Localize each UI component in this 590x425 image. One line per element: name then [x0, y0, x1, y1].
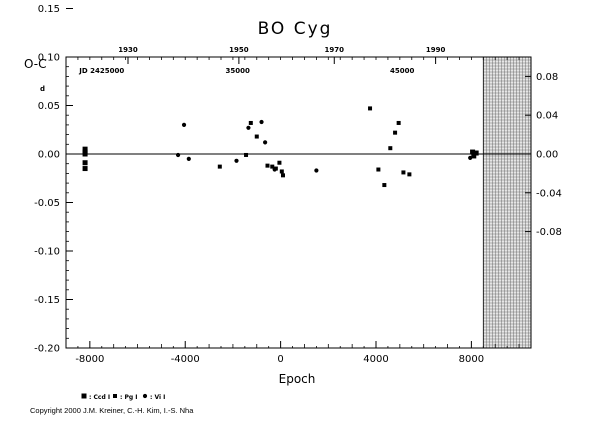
data-point: [382, 183, 387, 188]
legend-label: : Pg I: [120, 394, 138, 401]
data-point: [265, 163, 270, 168]
data-point: [263, 140, 268, 145]
top-jd-label: 45000: [390, 67, 414, 75]
data-point: [186, 156, 191, 161]
data-point: [244, 152, 249, 157]
data-point: [471, 153, 477, 159]
x-tick-label: -8000: [75, 354, 104, 365]
data-point: [248, 120, 253, 125]
data-points: [82, 106, 479, 188]
data-point: [181, 122, 187, 127]
data-point: [396, 120, 401, 125]
data-point: [246, 125, 251, 130]
data-point: [388, 146, 393, 151]
y-tick-label: -0.20: [34, 344, 60, 355]
y-tick-label: 0.05: [38, 101, 60, 112]
future-hatch-area: [482, 56, 531, 349]
data-point: [407, 172, 412, 177]
data-point: [470, 149, 476, 155]
data-point: [393, 130, 398, 135]
x-tick-label: 0: [277, 354, 283, 365]
copyright-notice: Copyright 2000 J.M. Kreiner, C.-H. Kim, …: [30, 406, 194, 415]
data-point: [314, 168, 319, 173]
y-tick-label: -0.05: [34, 198, 60, 209]
axis-ticks: [65, 8, 532, 349]
legend-symbol: [113, 394, 117, 398]
top-jd-label: JD 2425000: [78, 67, 124, 75]
right-tick-label: 0.08: [536, 72, 558, 83]
legend-symbol: [142, 393, 148, 399]
data-point: [254, 134, 259, 139]
right-tick-label: -0.04: [536, 188, 562, 199]
top-jd-label: 35000: [226, 67, 250, 75]
y-axis-unit: d: [40, 85, 45, 93]
data-point: [468, 155, 473, 160]
data-point: [473, 150, 479, 156]
plot-frame: [65, 56, 532, 349]
y-tick-label: 0.00: [38, 150, 60, 161]
data-point: [259, 119, 264, 125]
data-point: [279, 169, 284, 174]
data-point: [82, 166, 88, 172]
tick-labels: -8000 -4000 0 4000 8000 -0.20 -0.15 -0.10 -0.05 0…: [34, 4, 562, 365]
right-tick-label: 0.04: [536, 111, 558, 122]
data-point: [272, 167, 277, 172]
top-year-label: 1950: [229, 46, 249, 54]
top-year-label: 1990: [426, 46, 446, 54]
data-point: [175, 152, 181, 158]
y-axis-label: O-C: [24, 57, 47, 71]
legend-label: : Ccd I: [89, 394, 110, 401]
y-tick-label: 0.10: [38, 53, 60, 64]
data-point: [368, 106, 373, 111]
top-year-label: 1970: [325, 46, 345, 54]
data-point: [82, 146, 88, 152]
x-tick-label: -4000: [171, 354, 200, 365]
legend-label: : Vi I: [150, 394, 165, 401]
data-point: [217, 164, 222, 169]
data-point: [234, 158, 239, 163]
data-point: [82, 151, 88, 157]
chart-title: BO Cyg: [258, 19, 333, 39]
data-point: [82, 160, 88, 166]
x-axis-label: Epoch: [279, 372, 316, 386]
y-tick-label: 0.15: [38, 4, 60, 15]
top-year-label: 1930: [118, 46, 138, 54]
data-point: [277, 160, 282, 165]
y-tick-label: -0.10: [34, 247, 60, 258]
legend-symbol: [81, 393, 87, 399]
y-tick-label: -0.15: [34, 295, 60, 306]
data-point: [270, 164, 275, 169]
right-tick-label: -0.08: [536, 227, 562, 238]
data-point: [281, 173, 285, 178]
legend: : Ccd I : Pg I : Vi I: [81, 393, 165, 401]
data-point: [376, 167, 381, 172]
x-tick-label: 4000: [363, 354, 388, 365]
data-point: [401, 170, 406, 175]
x-tick-label: 8000: [459, 354, 484, 365]
right-tick-label: 0.00: [536, 150, 558, 161]
